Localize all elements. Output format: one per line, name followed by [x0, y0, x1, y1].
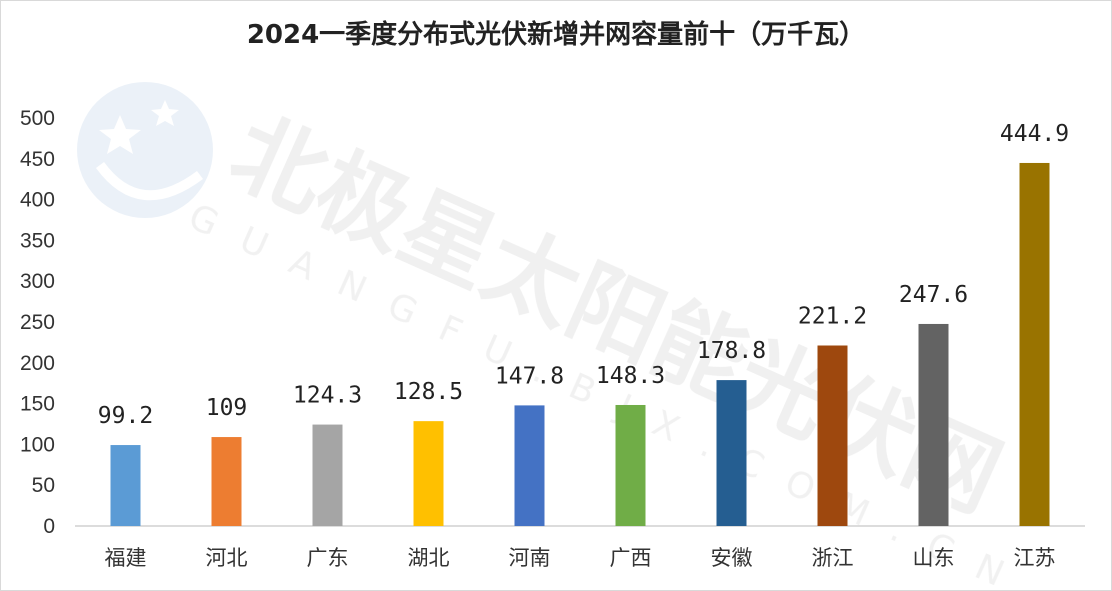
- x-category-label: 安徽: [711, 546, 753, 570]
- bars: [110, 162, 1050, 526]
- chart-title: 2024一季度分布式光伏新增并网容量前十（万千瓦）: [246, 20, 866, 50]
- data-label: 247.6: [899, 282, 968, 308]
- bar: [615, 404, 646, 526]
- x-category-label: 河南: [509, 546, 551, 570]
- y-tick-label: 300: [20, 270, 55, 293]
- data-label: 444.9: [1000, 121, 1069, 147]
- bar: [716, 380, 747, 526]
- data-label: 221.2: [798, 304, 867, 330]
- x-category-label: 浙江: [812, 546, 854, 570]
- x-category-label: 福建: [105, 546, 147, 570]
- bar: [514, 405, 545, 526]
- bar: [918, 323, 949, 526]
- data-label: 178.8: [697, 338, 766, 364]
- y-axis: 0 50 100 150 200 250 300 350 400 450 500: [20, 107, 55, 538]
- x-axis: 福建 河北 广东 湖北 河南 广西 安徽 浙江 山东 江苏: [75, 525, 1085, 570]
- y-tick-label: 150: [20, 393, 55, 416]
- y-tick-label: 450: [20, 148, 55, 171]
- x-category-label: 广西: [610, 546, 652, 570]
- data-label: 124.3: [293, 383, 362, 409]
- bar: [110, 445, 141, 526]
- data-label: 99.2: [98, 403, 153, 429]
- data-label: 148.3: [596, 363, 665, 389]
- bar: [413, 421, 444, 526]
- data-label: 147.8: [495, 363, 564, 389]
- watermark-swoosh-icon: [95, 161, 203, 201]
- star-icon: [99, 115, 141, 154]
- star-icon: [151, 100, 179, 126]
- data-labels: 99.2 109 124.3 128.5 147.8 148.3 178.8 221.2 247…: [98, 121, 1069, 429]
- y-tick-label: 100: [20, 433, 55, 456]
- data-label: 109: [206, 395, 248, 421]
- data-label: 128.5: [394, 379, 463, 405]
- y-tick-label: 250: [20, 311, 55, 334]
- y-tick-label: 0: [43, 515, 55, 538]
- x-category-label: 湖北: [408, 546, 450, 570]
- bar: [1019, 162, 1050, 526]
- x-category-label: 广东: [307, 546, 349, 570]
- bar: [211, 437, 242, 526]
- x-category-label: 江苏: [1014, 546, 1056, 570]
- bar: [312, 424, 343, 526]
- y-tick-label: 500: [20, 107, 55, 130]
- x-category-label: 山东: [913, 546, 955, 570]
- x-category-label: 河北: [206, 546, 248, 570]
- bar: [817, 345, 848, 526]
- y-tick-label: 200: [20, 352, 55, 375]
- y-tick-label: 400: [20, 189, 55, 212]
- y-tick-label: 50: [32, 474, 55, 497]
- y-tick-label: 350: [20, 229, 55, 252]
